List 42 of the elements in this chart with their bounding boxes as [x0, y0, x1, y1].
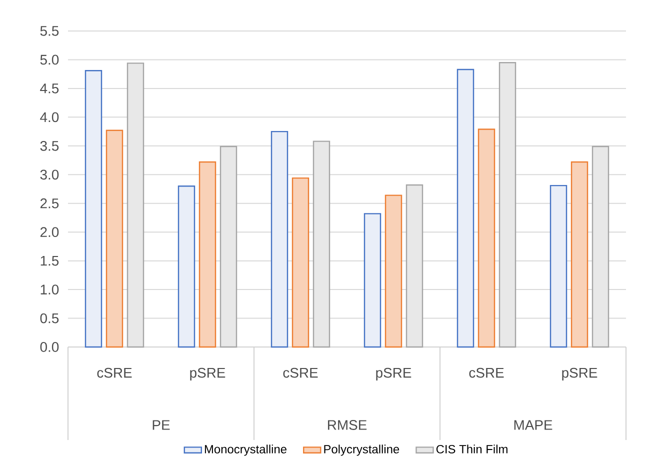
y-tick-label: 5.0: [40, 54, 59, 65]
legend-label: CIS Thin Film: [436, 444, 508, 454]
x-tick-label: pSRE: [562, 368, 598, 380]
bar: [570, 161, 588, 348]
y-tick-label: 3.5: [40, 140, 59, 151]
bar: [126, 62, 144, 348]
bar: [364, 213, 382, 348]
bar: [312, 140, 330, 348]
bar: [478, 128, 496, 348]
y-tick-label: 4.0: [40, 112, 59, 122]
bar: [498, 62, 516, 348]
text: PE: [152, 420, 170, 430]
bar: [292, 177, 310, 348]
text: RMSE: [328, 420, 367, 430]
bar: [198, 161, 216, 348]
bar: [550, 184, 568, 348]
bar: [406, 184, 424, 348]
y-tick-label: 0.0: [40, 342, 59, 352]
bar: [592, 146, 610, 348]
bar: [84, 70, 102, 348]
legend-label: Polycrystalline: [324, 444, 400, 456]
x-tick-label: cSRE: [469, 368, 504, 378]
y-tick-label: 1.0: [40, 284, 59, 294]
y-tick-label: 4.5: [40, 84, 59, 94]
bar: [456, 68, 474, 348]
y-tick-label: 3.0: [40, 170, 59, 180]
bar: [220, 146, 238, 348]
x-tick-label: pSRE: [190, 368, 226, 380]
bar: [384, 194, 402, 348]
y-tick-label: 1.5: [40, 256, 59, 266]
x-tick-label: cSRE: [283, 368, 318, 378]
x-tick-label: pSRE: [376, 368, 412, 380]
y-tick-label: 2.0: [40, 227, 59, 238]
bar: [270, 130, 288, 348]
bar: [106, 130, 124, 348]
y-tick-label: 0.5: [40, 313, 59, 324]
bar: [178, 186, 196, 348]
text: MAPE: [514, 420, 552, 430]
legend-label: Monocrystalline: [204, 444, 286, 456]
y-tick-label: 2.5: [40, 198, 59, 208]
y-tick-label: 5.5: [40, 26, 59, 36]
x-tick-label: cSRE: [97, 368, 132, 378]
